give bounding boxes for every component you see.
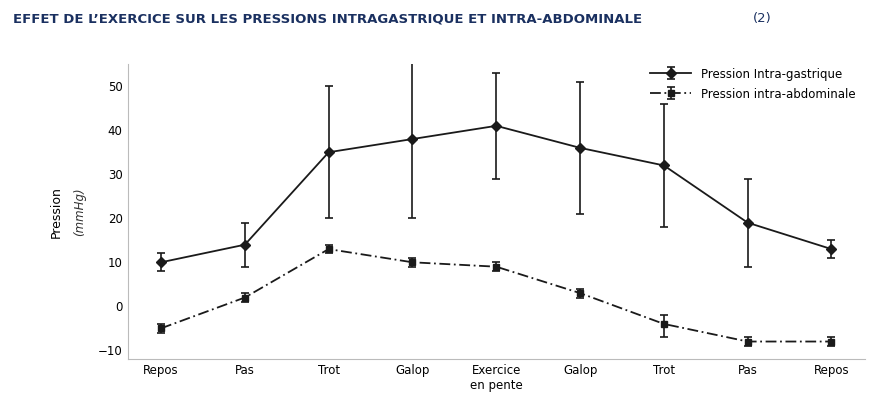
Y-axis label: Pression: Pression xyxy=(50,186,63,238)
Text: (mmHg): (mmHg) xyxy=(73,187,86,236)
Legend: Pression Intra-gastrique, Pression intra-abdominale: Pression Intra-gastrique, Pression intra… xyxy=(647,64,859,104)
Text: EFFET DE L’EXERCICE SUR LES PRESSIONS INTRAGASTRIQUE ET INTRA-ABDOMINALE: EFFET DE L’EXERCICE SUR LES PRESSIONS IN… xyxy=(13,12,642,25)
Text: (2): (2) xyxy=(753,12,772,25)
